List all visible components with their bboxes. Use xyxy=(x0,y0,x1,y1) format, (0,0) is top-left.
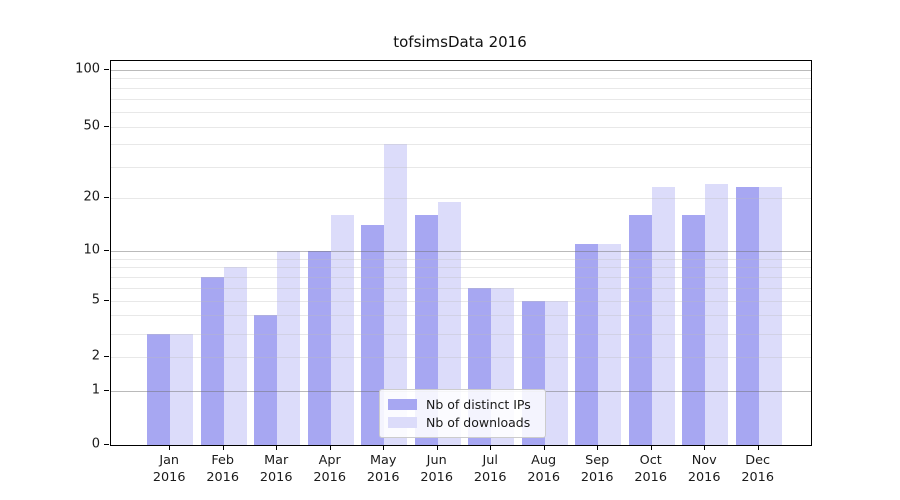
bar-nb-of-distinct-ips-apr-2016 xyxy=(307,251,331,445)
bar-nb-of-distinct-ips-may-2016 xyxy=(361,225,385,445)
x-tick-label-may-2016: May 2016 xyxy=(366,453,400,485)
y-tick-mark xyxy=(104,250,109,252)
y-tick-mark xyxy=(104,196,109,198)
x-tick-label-apr-2016: Apr 2016 xyxy=(313,453,346,485)
minor-gridline xyxy=(111,197,811,199)
x-tick-label-oct-2016: Oct 2016 xyxy=(634,453,667,485)
y-tick-label: 10 xyxy=(83,242,100,258)
minor-gridline xyxy=(111,357,811,358)
bar-nb-of-downloads-nov-2016 xyxy=(705,183,729,445)
minor-gridline xyxy=(111,111,811,113)
minor-gridline xyxy=(111,99,811,101)
bar-nb-of-distinct-ips-jun-2016 xyxy=(414,214,438,445)
grid-layer xyxy=(111,61,811,445)
bar-nb-of-downloads-jun-2016 xyxy=(437,201,461,445)
bar-nb-of-distinct-ips-nov-2016 xyxy=(682,214,706,445)
minor-gridline xyxy=(111,258,811,260)
legend-label-distinct-ips: Nb of distinct IPs xyxy=(426,396,531,412)
y-tick-label: 0 xyxy=(91,436,100,452)
x-tick-label-jul-2016: Jul 2016 xyxy=(473,453,507,485)
bar-nb-of-downloads-sep-2016 xyxy=(598,243,622,445)
bar-nb-of-distinct-ips-sep-2016 xyxy=(575,243,599,445)
x-tick-label-feb-2016: Feb 2016 xyxy=(206,453,239,485)
minor-gridline xyxy=(111,127,811,128)
major-gridline xyxy=(111,251,811,252)
bar-nb-of-downloads-oct-2016 xyxy=(651,186,675,445)
x-tick-label-dec-2016: Dec 2016 xyxy=(741,453,774,485)
legend: Nb of distinct IPs Nb of downloads xyxy=(379,389,546,438)
bar-nb-of-downloads-may-2016 xyxy=(384,144,408,445)
bar-nb-of-downloads-dec-2016 xyxy=(758,186,782,445)
bar-nb-of-distinct-ips-oct-2016 xyxy=(628,214,652,445)
x-tick-label-jan-2016: Jan 2016 xyxy=(152,453,186,485)
legend-swatch-downloads xyxy=(388,417,417,429)
x-tick-label-sep-2016: Sep 2016 xyxy=(580,453,614,485)
y-tick-label: 2 xyxy=(91,348,100,364)
bar-nb-of-downloads-mar-2016 xyxy=(277,251,301,445)
minor-gridline xyxy=(111,88,811,90)
y-tick-mark xyxy=(104,389,109,391)
legend-entry-distinct-ips: Nb of distinct IPs xyxy=(388,397,537,412)
y-tick-label: 50 xyxy=(83,118,100,134)
minor-gridline xyxy=(111,300,811,302)
y-tick-label: 20 xyxy=(83,189,100,204)
y-tick-label: 5 xyxy=(91,292,100,307)
y-tick-mark xyxy=(104,68,109,70)
bar-nb-of-downloads-feb-2016 xyxy=(223,267,247,445)
legend-entry-downloads: Nb of downloads xyxy=(388,415,537,430)
x-tick-label-mar-2016: Mar 2016 xyxy=(259,453,293,485)
major-gridline xyxy=(111,69,811,71)
y-tick-label: 1 xyxy=(91,382,100,397)
bar-nb-of-distinct-ips-mar-2016 xyxy=(254,315,278,445)
chart-title: tofsimsData 2016 xyxy=(393,33,527,51)
bar-nb-of-distinct-ips-feb-2016 xyxy=(200,277,224,445)
minor-gridline xyxy=(111,267,811,269)
legend-label-downloads: Nb of downloads xyxy=(426,415,531,431)
y-tick-mark xyxy=(104,126,109,128)
y-tick-label: 100 xyxy=(75,61,100,76)
minor-gridline xyxy=(111,315,811,317)
minor-gridline xyxy=(111,287,811,289)
minor-gridline xyxy=(111,333,811,335)
bar-nb-of-downloads-apr-2016 xyxy=(330,214,354,445)
minor-gridline xyxy=(111,144,811,146)
x-tick-label-nov-2016: Nov 2016 xyxy=(687,453,721,485)
y-tick-mark xyxy=(104,356,109,358)
bar-nb-of-downloads-jan-2016 xyxy=(170,333,194,445)
bar-nb-of-distinct-ips-dec-2016 xyxy=(735,186,759,445)
minor-gridline xyxy=(111,78,811,80)
minor-gridline xyxy=(111,166,811,168)
bar-nb-of-distinct-ips-jan-2016 xyxy=(147,333,171,445)
x-tick-label-jun-2016: Jun 2016 xyxy=(420,453,453,485)
y-tick-mark xyxy=(104,444,109,446)
x-tick-label-aug-2016: Aug 2016 xyxy=(527,453,560,485)
y-tick-mark xyxy=(104,299,109,301)
legend-swatch-distinct-ips xyxy=(388,398,417,410)
bar-nb-of-downloads-aug-2016 xyxy=(544,300,568,445)
plot-area: Nb of distinct IPs Nb of downloads xyxy=(110,60,812,446)
minor-gridline xyxy=(111,277,811,278)
